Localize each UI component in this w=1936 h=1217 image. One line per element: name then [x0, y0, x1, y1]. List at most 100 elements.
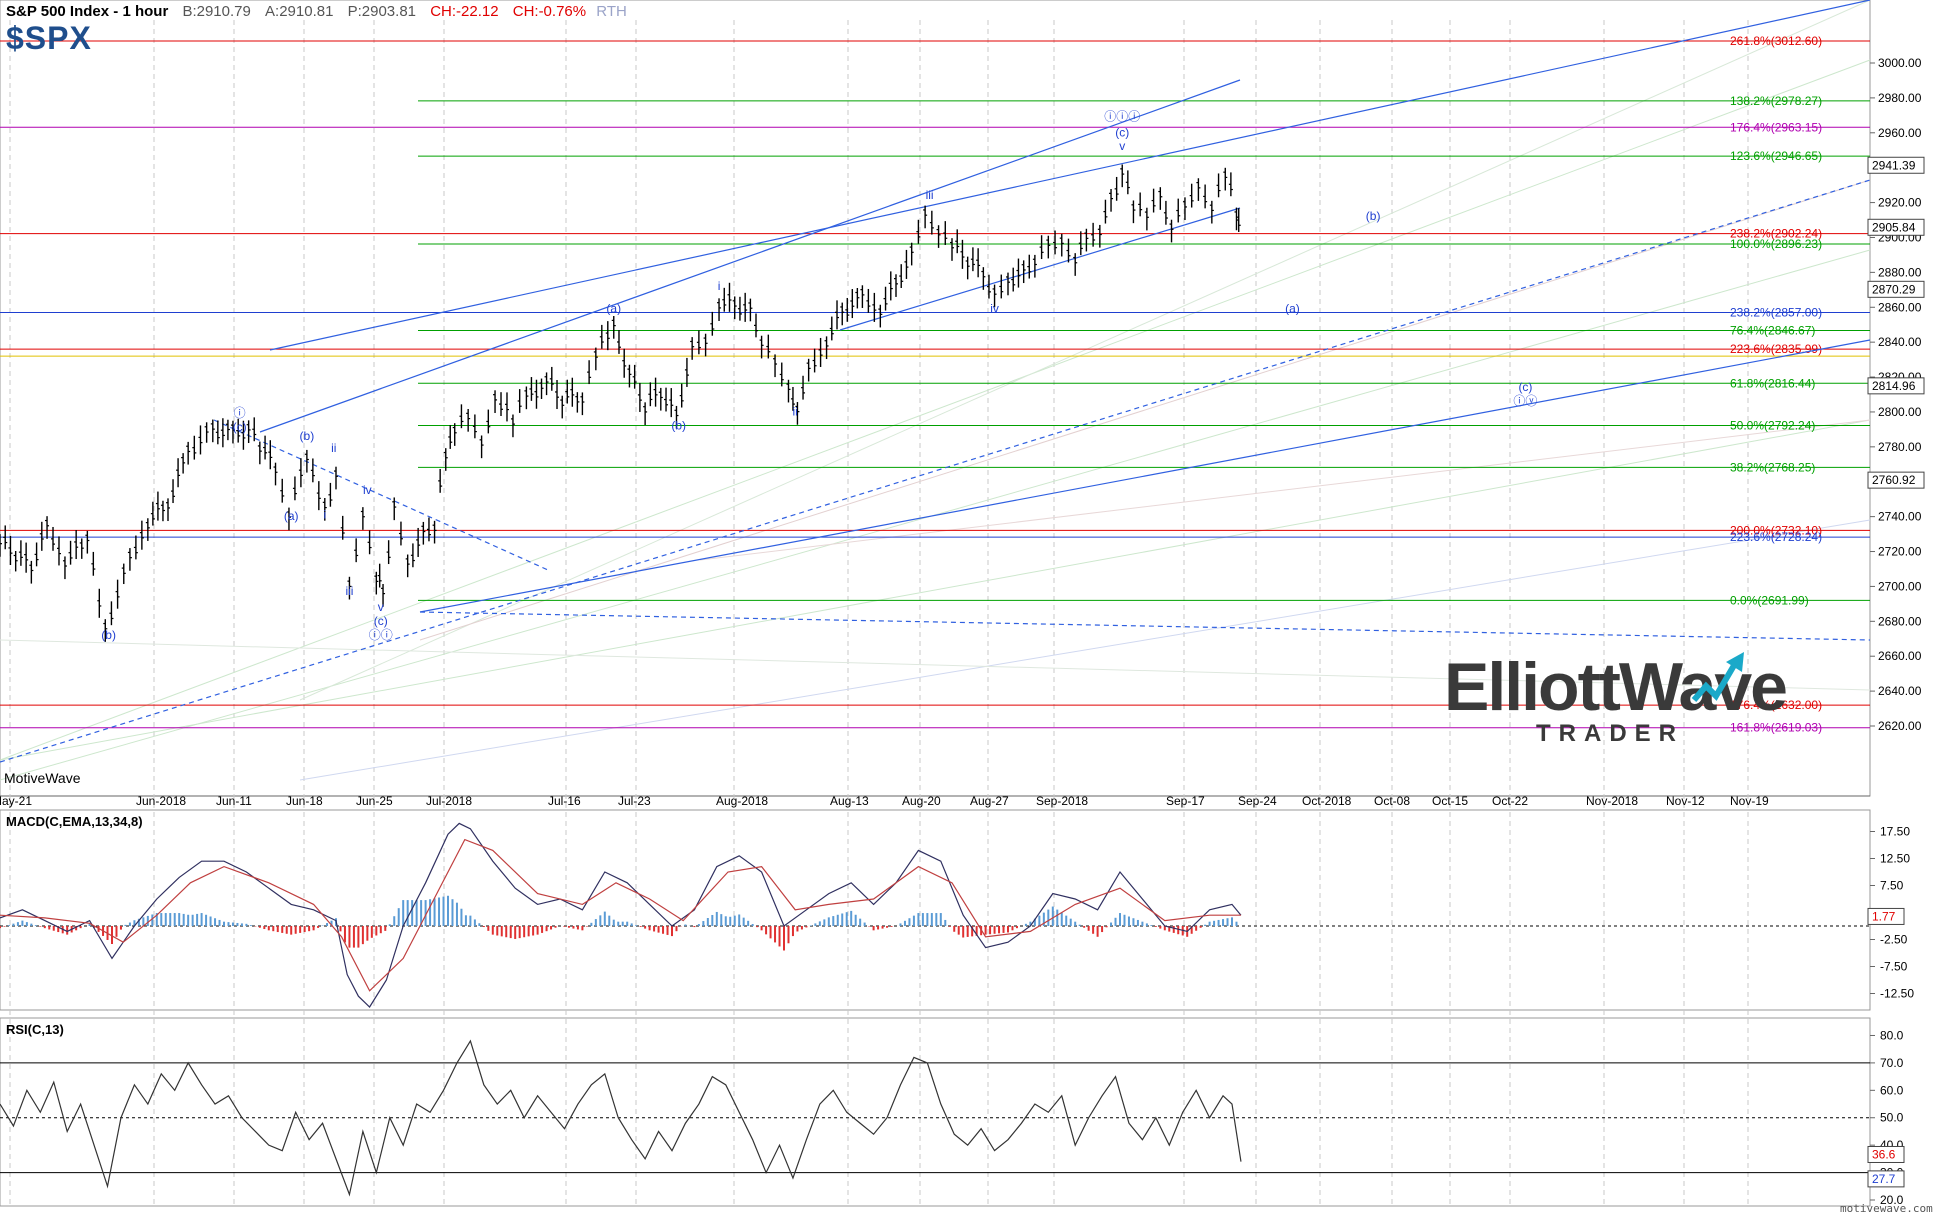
rsi-value-box-2: [1867, 1170, 1905, 1188]
date-tick-label: Aug-2018: [716, 794, 768, 808]
date-tick-label: Nov-19: [1730, 794, 1769, 808]
date-tick-label: Oct-2018: [1302, 794, 1352, 808]
logo-sub-text: TRADER: [1536, 720, 1684, 747]
date-tick-label: Jul-16: [548, 794, 581, 808]
wave-label: iii: [345, 584, 353, 598]
date-tick-label: Jul-2018: [426, 794, 472, 808]
price-tick-label: 2780.00: [1878, 440, 1922, 454]
price-tick-label: 2920.00: [1878, 196, 1922, 210]
date-tick-label: Jul-23: [618, 794, 651, 808]
wave-label: (b): [1366, 209, 1381, 223]
fib-level-label: 261.8%(3012.60): [1730, 34, 1822, 48]
wave-label: (c): [1518, 380, 1532, 394]
wave-label: (a): [284, 509, 299, 523]
wave-label: (a): [1285, 301, 1300, 315]
price-tick-label: 2720.00: [1878, 545, 1922, 559]
price-tag-label: 2814.96: [1872, 379, 1916, 393]
watermark: motivewave.com: [1840, 1202, 1933, 1215]
change-value: CH:-22.12: [430, 3, 499, 20]
ask-value: A:2910.81: [265, 3, 334, 20]
fib-level-label: 200.0%(2732.10): [1730, 523, 1822, 537]
rsi-value-tag-2: 27.7: [1872, 1172, 1896, 1186]
channel-line: [213, 419, 549, 571]
wave-label: iii: [926, 188, 934, 202]
fan-line: [419, 179, 1871, 641]
rsi-line: [0, 1039, 1242, 1197]
macd-tick-label: 12.50: [1880, 852, 1910, 866]
price-tag-box: [1867, 218, 1925, 236]
rsi-tick-label: 80.0: [1880, 1028, 1904, 1042]
channel-line: [419, 339, 1871, 613]
fib-level-label: 0.0%(2691.99): [1730, 593, 1809, 607]
price-tick-label: 2640.00: [1878, 684, 1922, 698]
wave-label: ii: [793, 404, 798, 418]
price-tag-box: [1867, 471, 1925, 489]
macd-panel-border: [0, 809, 1871, 1011]
fib-level-label: 138.2%(2978.27): [1730, 94, 1822, 108]
rsi-tick-label: 50.0: [1880, 1111, 1904, 1125]
source-label: MotiveWave: [4, 770, 81, 786]
price-tag-label: 2870.29: [1872, 282, 1916, 296]
fib-level-label: 123.6%(2946.65): [1730, 149, 1822, 163]
fan-line: [299, 0, 1871, 701]
date-tick-label: Aug-13: [830, 794, 869, 808]
price-tick-label: 2800.00: [1878, 405, 1922, 419]
price-tick-label: 2980.00: [1878, 91, 1922, 105]
fib-level-label: 176.4%(2632.00): [1730, 698, 1822, 712]
price-tick-label: 2660.00: [1878, 649, 1922, 663]
rsi-panel-border: [0, 1017, 1871, 1207]
price-tick-label: 2860.00: [1878, 300, 1922, 314]
channel-line: [259, 79, 1241, 433]
fan-line: [0, 419, 1871, 761]
rsi-tick-label: 60.0: [1880, 1083, 1904, 1097]
rsi-title: RSI(C,13): [6, 1022, 64, 1037]
date-tick-label: Sep-24: [1238, 794, 1277, 808]
date-tick-label: Jun-11: [216, 794, 252, 808]
wave-label: iv: [990, 301, 999, 315]
price-tick-label: 2960.00: [1878, 126, 1922, 140]
elliottwave-trader-logo: ElliottWave TRADER: [1444, 648, 1788, 748]
fib-level-label: 50.0%(2792.24): [1730, 418, 1815, 432]
macd-line: [0, 822, 1242, 1008]
price-tick-label: 2680.00: [1878, 614, 1922, 628]
fib-level-label: 61.8%(2816.44): [1730, 376, 1815, 390]
wave-label: ⓘⓘ: [369, 628, 393, 642]
channel-line: [269, 0, 1871, 351]
fib-level-label: 76.4%(2846.67): [1730, 324, 1815, 338]
price-value: P:2903.81: [347, 3, 417, 20]
date-tick-label: Oct-08: [1374, 794, 1410, 808]
price-tag-box: [1867, 377, 1925, 395]
date-tick-label: Oct-15: [1432, 794, 1468, 808]
macd-value-box: [1867, 907, 1905, 925]
wave-label: (b): [300, 429, 315, 443]
channel-line: [839, 207, 1241, 331]
macd-value-tag: 1.77: [1872, 909, 1896, 923]
channel-line: [0, 179, 1871, 763]
date-tick-label: Sep-2018: [1036, 794, 1088, 808]
fib-level-label: 238.2%(2902.24): [1730, 227, 1822, 241]
wave-label: i: [718, 279, 721, 293]
fib-level-label: 100.0%(2896.23): [1730, 237, 1822, 251]
price-tick-label: 2840.00: [1878, 335, 1922, 349]
fib-level-label: 38.2%(2768.25): [1730, 460, 1815, 474]
date-tick-label: Jun-2018: [136, 794, 186, 808]
bid-value: B:2910.79: [182, 3, 251, 20]
wave-label: ⓘ: [234, 406, 246, 420]
wave-label: (c): [233, 420, 247, 434]
date-tick-label: Oct-22: [1492, 794, 1528, 808]
fan-line: [0, 59, 1871, 761]
macd-tick-label: -2.50: [1880, 933, 1908, 947]
rsi-value-box: [1867, 1145, 1905, 1163]
macd-title: MACD(C,EMA,13,34,8): [6, 814, 143, 829]
fib-level-label: 161.8%(2619.03): [1730, 721, 1822, 735]
date-tick-label: Jun-25: [356, 794, 393, 808]
wave-label: (c): [374, 614, 388, 628]
date-tick-label: May-21: [0, 794, 32, 808]
wave-label: ⓘⓘⓘ: [1104, 110, 1140, 124]
wave-label: (c): [1115, 125, 1129, 139]
price-tag-box: [1867, 280, 1925, 298]
session-label: RTH: [596, 3, 627, 20]
fan-line: [0, 639, 1871, 691]
price-tick-label: 2880.00: [1878, 265, 1922, 279]
